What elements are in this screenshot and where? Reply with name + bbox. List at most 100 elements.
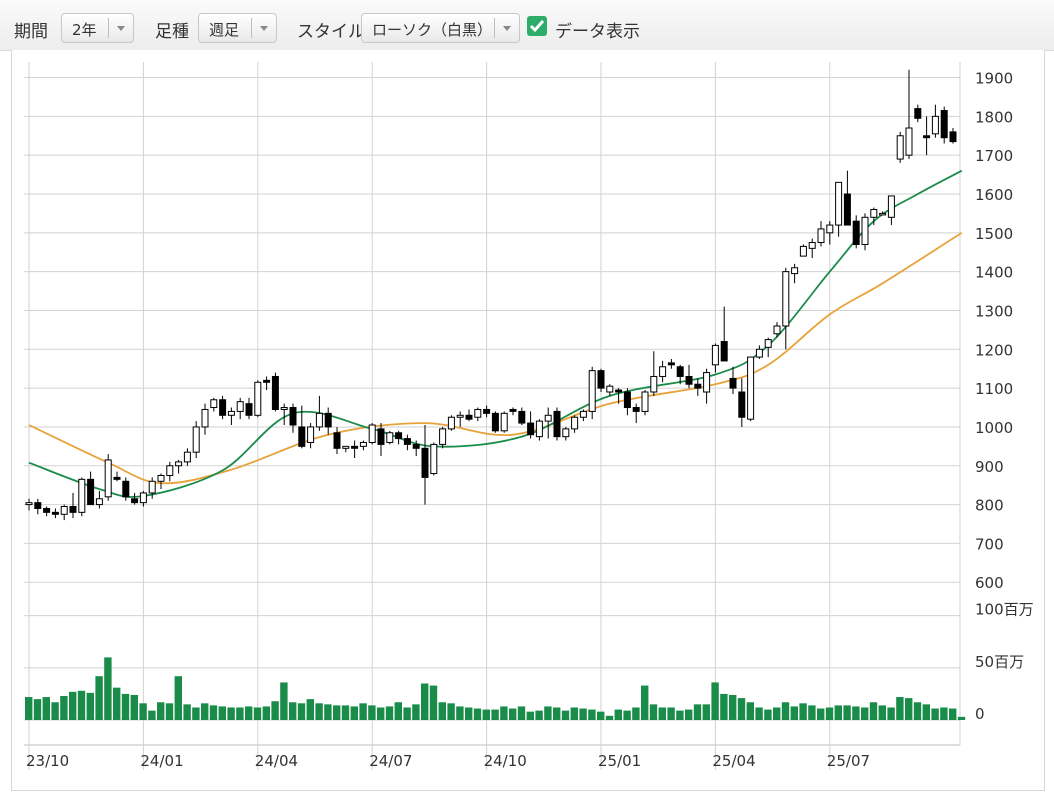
period-select[interactable]: 2年 (61, 13, 134, 43)
style-select[interactable]: ローソク（白黒） (361, 13, 520, 43)
volume-bar (931, 708, 939, 720)
candle-body-down (676, 366, 684, 377)
candle-body-up (879, 212, 887, 216)
volume-bar (702, 704, 710, 720)
candle (175, 459, 183, 474)
data-display-checkbox[interactable] (527, 16, 547, 36)
candle-body-down (51, 511, 59, 515)
candle (896, 131, 904, 163)
candle (764, 337, 772, 358)
candle (641, 390, 649, 416)
candle (87, 471, 95, 506)
volume-bars (25, 657, 966, 720)
candle (518, 407, 526, 425)
candle (315, 395, 323, 431)
volume-bar (746, 702, 754, 720)
volume-bar (377, 707, 385, 720)
candle (703, 368, 711, 404)
candle-body-up (861, 216, 869, 245)
candle-body-up (456, 414, 464, 418)
volume-tick-label: 0 (975, 705, 985, 723)
volume-bar (878, 705, 886, 720)
volume-bar (60, 696, 68, 720)
volume-bar (623, 710, 631, 720)
volume-bar (482, 709, 490, 720)
candle-body-down (685, 375, 693, 385)
volume-bar (86, 692, 94, 720)
candle (879, 211, 887, 216)
volume-bar (649, 704, 658, 720)
candle-body-up (447, 416, 455, 430)
candle (430, 442, 438, 476)
candle (210, 397, 218, 412)
price-tick-label: 1400 (975, 264, 1013, 282)
candle-body-up (773, 325, 781, 335)
candle (439, 426, 447, 449)
candle (51, 508, 59, 519)
candle-body-down (403, 438, 411, 445)
candle (236, 397, 244, 420)
volume-tick-label: 100百万 (975, 601, 1034, 619)
price-tick-label: 1100 (975, 380, 1013, 398)
candle-body-down (465, 414, 473, 420)
candle-body-up (439, 428, 447, 445)
candle (368, 423, 376, 445)
data-display-label[interactable]: データ表示 (555, 22, 640, 42)
candle (113, 471, 121, 482)
candle-body-up (931, 115, 939, 135)
toolbar: 期間 2年 足種 週足 スタイル ローソク（白黒） データ表示 (0, 0, 1054, 51)
candle-body-up (659, 366, 667, 377)
candle (606, 384, 614, 396)
candle (122, 477, 130, 501)
candle-body-down (694, 383, 702, 389)
volume-bar (104, 657, 112, 720)
candle-body-down (289, 407, 297, 426)
candle-body-up (835, 181, 843, 226)
x-tick-label: 25/04 (712, 752, 755, 770)
candle-body-up (500, 412, 508, 432)
price-tick-label: 1700 (975, 147, 1013, 165)
candle-body-up (799, 245, 807, 257)
volume-bar (95, 676, 103, 720)
candle (166, 461, 174, 482)
volume-bar (245, 706, 253, 720)
candle-body-up (201, 408, 209, 428)
candle-body-down (615, 389, 623, 393)
candle (914, 104, 922, 123)
volume-bar (113, 687, 121, 720)
candle (694, 378, 702, 396)
volume-bar (51, 702, 59, 720)
candle (307, 423, 315, 449)
candle-body-up (808, 242, 816, 249)
volume-bar (350, 706, 358, 720)
volume-bar (429, 685, 438, 720)
candle (861, 213, 869, 251)
candle-body-up (359, 441, 367, 447)
candle-body-down (553, 410, 561, 438)
candle-body-down (122, 480, 130, 498)
volume-bar (940, 707, 948, 720)
price-tick-label: 900 (975, 458, 1004, 476)
volume-bar (271, 701, 279, 720)
candle-body-up (95, 498, 103, 506)
candle-body-up (430, 443, 438, 475)
volume-bar (262, 706, 270, 720)
candle (60, 504, 68, 521)
candle-body-down (949, 131, 957, 143)
candle-body-up (887, 195, 895, 218)
volume-bar (139, 703, 147, 720)
candle (104, 454, 112, 501)
candle (720, 306, 728, 362)
volume-bar (869, 702, 878, 720)
volume-bar (289, 702, 297, 720)
volume-tick-label: 50百万 (975, 653, 1024, 671)
volume-bar (157, 702, 165, 720)
volume-bar (720, 693, 728, 720)
candle-body-down (632, 407, 640, 412)
candle (615, 388, 623, 404)
volume-bar (333, 705, 341, 720)
foot-select[interactable]: 週足 (198, 13, 277, 43)
axis-labels: 1900 1800 1700 1600 1500 1400 1300 1200 1100 1000… (26, 70, 1034, 770)
volume-bar (447, 703, 455, 720)
